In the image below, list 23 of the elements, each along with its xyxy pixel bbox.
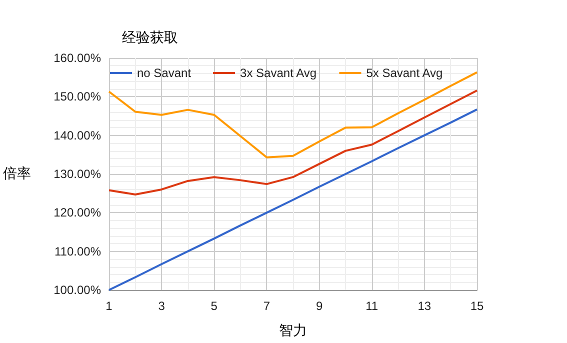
x-tick-label: 15: [470, 299, 484, 313]
x-tick-label: 3: [158, 299, 166, 313]
chart-title: 经验获取: [122, 30, 178, 46]
x-tick-label: 5: [210, 299, 218, 313]
x-tick-label: 1: [106, 299, 113, 313]
y-tick-label: 140.00%: [54, 128, 102, 142]
line-series: [108, 89, 478, 196]
legend-label: 3x Savant Avg: [240, 66, 317, 80]
x-tick-label: 11: [366, 299, 378, 313]
y-tick-label: 160.00%: [54, 51, 102, 65]
legend-label: 5x Savant Avg: [366, 66, 443, 80]
y-tick-label: 110.00%: [54, 244, 102, 258]
y-tick-label: 130.00%: [54, 167, 102, 181]
y-tick-label: 120.00%: [54, 206, 102, 220]
x-tick-label: 9: [316, 299, 323, 313]
y-tick-label: 150.00%: [54, 90, 102, 104]
line-series: [108, 108, 478, 291]
y-axis-title: 倍率: [3, 166, 31, 182]
x-tick-label: 13: [418, 299, 432, 313]
x-tick-label: 7: [263, 299, 270, 313]
y-tick-label: 100.00%: [54, 283, 102, 297]
x-axis-title: 智力: [279, 323, 307, 339]
legend-label: no Savant: [137, 66, 192, 80]
